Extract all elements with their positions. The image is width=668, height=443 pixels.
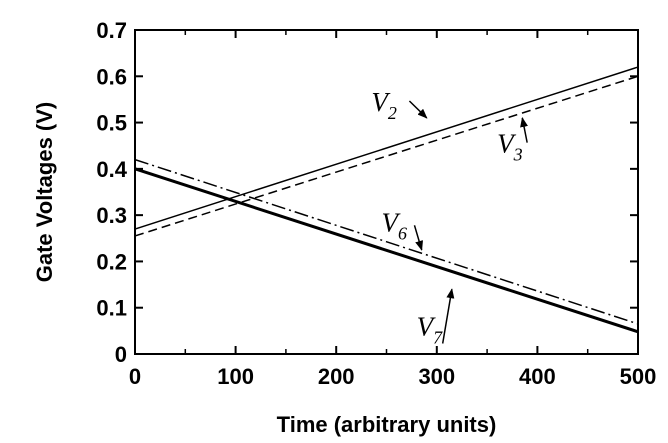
annotation-arrow-v2	[408, 100, 428, 119]
y-tick-label: 0.5	[96, 111, 127, 136]
annotation-arrow-v6	[413, 225, 423, 251]
x-tick-label: 500	[620, 364, 657, 389]
series-label-v3: V3	[497, 129, 523, 165]
x-axis-title: Time (arbitrary units)	[277, 412, 497, 437]
series-line-v2	[134, 66, 639, 230]
series-label-v2: V2	[371, 87, 397, 123]
x-tick-label: 400	[519, 364, 556, 389]
y-tick-label: 0.4	[96, 157, 127, 182]
series-line-v3	[134, 75, 639, 237]
y-tick-label: 0.1	[96, 296, 127, 321]
series-label-v6: V6	[381, 207, 407, 243]
y-tick-label: 0.3	[96, 203, 127, 228]
y-tick-label: 0.2	[96, 249, 127, 274]
annotation-arrow-v3	[520, 116, 528, 143]
y-axis-title: Gate Voltages (V)	[32, 102, 57, 283]
annotation-arrow-v7	[441, 288, 455, 344]
series-line-v7	[134, 167, 639, 334]
x-tick-label: 100	[217, 364, 254, 389]
x-tick-label: 200	[318, 364, 355, 389]
y-tick-label: 0	[115, 342, 127, 367]
series-line-v6	[134, 158, 639, 325]
x-tick-label: 300	[418, 364, 455, 389]
y-tick-label: 0.6	[96, 64, 127, 89]
y-tick-label: 0.7	[96, 18, 127, 43]
x-tick-label: 0	[129, 364, 141, 389]
series-label-v7: V7	[417, 311, 444, 347]
